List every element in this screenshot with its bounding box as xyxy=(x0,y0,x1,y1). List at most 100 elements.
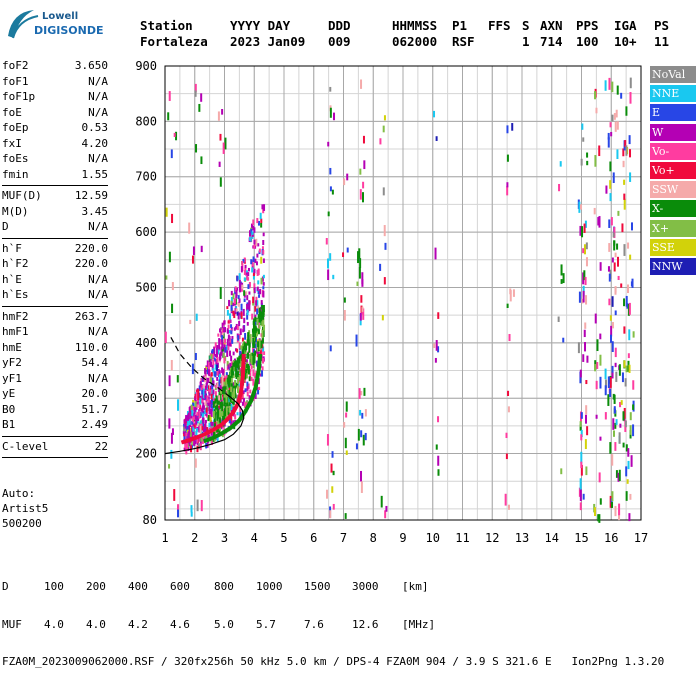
echo-point xyxy=(239,350,242,356)
parameter-row: h`E N/A xyxy=(2,272,108,288)
echo-point xyxy=(222,347,225,352)
echo-point-x xyxy=(236,385,239,393)
echo-point-x xyxy=(258,341,261,351)
echo-point-x xyxy=(248,339,251,346)
echo-point xyxy=(226,309,229,316)
echo-point xyxy=(211,383,214,390)
parameter-row: h`F2 220.0 xyxy=(2,256,108,272)
echo-point xyxy=(238,273,241,280)
echo-point-x xyxy=(262,304,265,313)
echo-point-x xyxy=(247,334,250,342)
echo-point-sparse xyxy=(360,430,363,438)
echo-point-sparse xyxy=(359,258,362,269)
echo-point xyxy=(237,303,240,307)
echo-point xyxy=(250,365,253,370)
echo-point xyxy=(189,405,192,413)
echo-point xyxy=(245,272,248,276)
echo-point-sparse xyxy=(219,286,222,299)
echo-point-sparse xyxy=(627,353,630,359)
echo-point-x xyxy=(261,309,264,318)
echo-point-sparse xyxy=(627,303,630,316)
echo-point xyxy=(261,366,264,371)
echo-point-x xyxy=(256,343,259,352)
echo-point-x xyxy=(229,392,232,398)
echo-point-sparse xyxy=(580,412,583,419)
echo-point-x xyxy=(242,350,245,356)
echo-point-sparse xyxy=(325,237,328,245)
echo-point xyxy=(252,219,255,225)
echo-point xyxy=(217,333,220,337)
echo-point-sparse xyxy=(343,422,346,428)
echo-point-sparse xyxy=(624,140,627,147)
echo-point-x xyxy=(237,377,240,385)
echo-point xyxy=(238,286,241,292)
y-tick-label: 200 xyxy=(135,447,157,461)
echo-point-sparse xyxy=(505,453,508,460)
echo-point xyxy=(208,376,211,381)
echo-point xyxy=(239,406,242,412)
echo-point xyxy=(195,428,198,433)
echo-point xyxy=(202,421,205,427)
echo-point-sparse xyxy=(361,272,364,285)
echo-point-sparse xyxy=(357,428,360,441)
echo-point xyxy=(220,351,223,356)
echo-point-sparse xyxy=(329,345,332,352)
header-value-9: 10+ xyxy=(614,34,637,49)
echo-point-x xyxy=(232,371,235,376)
parameter-value: N/A xyxy=(88,272,108,286)
y-tick-label: 300 xyxy=(135,391,157,405)
echo-point-sparse xyxy=(608,298,611,306)
echo-point-x xyxy=(233,388,236,397)
echo-point-sparse xyxy=(584,439,587,450)
echo-point-sparse xyxy=(582,248,585,254)
echo-point-sparse xyxy=(362,181,365,189)
echo-point-x xyxy=(214,399,217,404)
echo-point-sparse xyxy=(435,340,438,351)
echo-point xyxy=(232,382,235,388)
echo-point-x xyxy=(222,381,225,386)
echo-point-sparse xyxy=(509,290,512,302)
echo-point-sparse xyxy=(331,451,334,458)
echo-point xyxy=(202,402,205,407)
echo-point-sparse xyxy=(607,376,610,388)
echo-point-sparse xyxy=(613,227,616,238)
parameter-value: N/A xyxy=(88,220,108,233)
echo-point xyxy=(246,312,249,320)
echo-point-x xyxy=(246,364,249,369)
parameter-value: N/A xyxy=(88,74,108,88)
echo-point-x xyxy=(233,361,236,367)
echo-point xyxy=(251,262,254,267)
echo-point xyxy=(241,284,244,290)
logo-line1: Lowell xyxy=(42,11,79,22)
echo-point xyxy=(207,400,210,406)
echo-point-sparse xyxy=(327,141,330,147)
echo-point-x xyxy=(214,405,217,410)
echo-point xyxy=(242,390,245,395)
echo-point xyxy=(230,416,233,421)
echo-point xyxy=(238,279,241,287)
echo-point-sparse xyxy=(586,152,589,158)
echo-point-x xyxy=(260,340,263,349)
echo-point xyxy=(202,417,205,424)
echo-point-sparse xyxy=(627,360,630,372)
echo-point-x xyxy=(239,372,242,382)
echo-point-sparse xyxy=(621,372,624,383)
echo-point-sparse xyxy=(620,400,623,405)
legend-item-sse: SSE xyxy=(650,238,696,256)
echo-point xyxy=(200,408,203,412)
echo-point-sparse xyxy=(168,375,171,387)
parameter-value: 22 xyxy=(94,439,108,453)
echo-point xyxy=(238,320,241,327)
echo-point xyxy=(237,315,240,320)
echo-point xyxy=(250,259,253,265)
echo-point xyxy=(228,299,231,307)
echo-point-x xyxy=(216,427,219,433)
echo-point xyxy=(246,386,249,391)
echo-point-sparse xyxy=(344,513,347,519)
echo-point xyxy=(253,283,256,291)
echo-point xyxy=(224,338,227,344)
echo-point-sparse xyxy=(177,504,180,510)
echo-point xyxy=(234,286,237,293)
parameter-name: B1 xyxy=(2,418,16,431)
echo-point-x xyxy=(254,316,257,322)
